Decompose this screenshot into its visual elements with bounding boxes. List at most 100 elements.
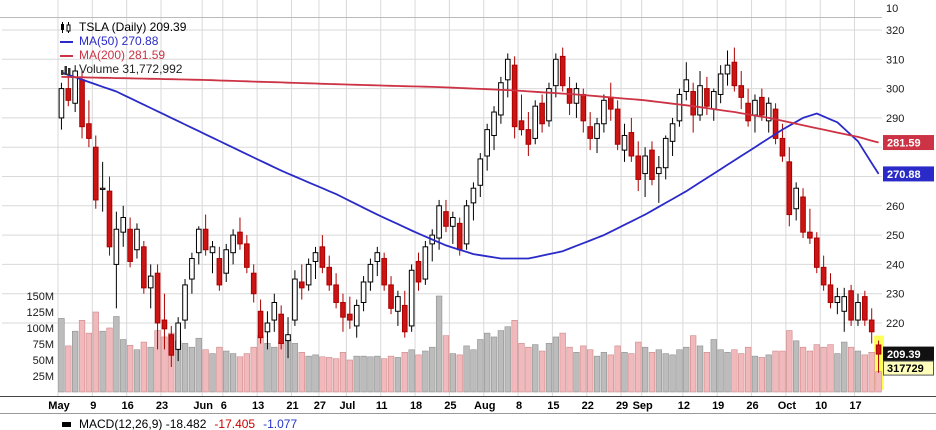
volume-bar	[738, 353, 745, 393]
volume-bar	[580, 345, 587, 393]
volume-bar	[236, 356, 244, 393]
x-axis-month-label: Jul	[339, 400, 355, 412]
price-tick-label: 220	[886, 318, 904, 330]
candle-body	[463, 205, 470, 245]
x-axis-week-label: 25	[444, 400, 456, 412]
candle-body	[772, 108, 779, 139]
volume-bar	[456, 354, 463, 393]
volume-bar	[834, 353, 841, 393]
x-axis-week-label: 21	[286, 400, 298, 412]
volume-bar	[422, 350, 429, 393]
volume-bar	[614, 345, 621, 393]
candle-body	[216, 258, 223, 286]
candle-body	[724, 64, 731, 75]
candle-body	[106, 190, 113, 248]
candle-body	[422, 246, 429, 280]
candle-body	[862, 296, 868, 321]
price-tick-label: 260	[886, 201, 904, 213]
candle-body	[168, 334, 175, 356]
volume-bar	[326, 357, 333, 393]
volume-bar	[223, 350, 230, 393]
candle-body	[401, 304, 408, 333]
legend-volume-label: Volume 31,772,992	[79, 62, 183, 76]
volume-bar	[772, 350, 779, 393]
candle-body	[141, 246, 147, 289]
candle-body	[745, 102, 751, 122]
candle-body	[182, 284, 188, 321]
volume-bar	[765, 354, 772, 393]
volume-bar	[463, 345, 470, 393]
volume-tick-label: 100M	[26, 323, 54, 335]
candle-body	[127, 228, 133, 262]
volume-bar	[140, 341, 147, 393]
volume-bar	[621, 352, 628, 393]
volume-bar	[243, 353, 250, 393]
volume-tick-label: 50M	[33, 355, 54, 367]
volume-bar	[717, 349, 724, 393]
volume-bar	[497, 330, 505, 393]
volume-bar	[655, 349, 662, 393]
volume-bar	[278, 341, 285, 393]
volume-bar	[690, 335, 697, 393]
volume-bar	[435, 295, 443, 393]
volume-bar	[696, 345, 704, 393]
x-axis-month-label: Oct	[778, 400, 797, 412]
candle-body	[264, 322, 271, 333]
volume-bar	[532, 344, 539, 393]
candle-body	[477, 158, 484, 186]
volume-bar	[298, 352, 305, 393]
volume-bar	[216, 346, 223, 393]
volume-bar	[799, 346, 807, 393]
candle-body	[408, 269, 415, 327]
candle-body	[209, 246, 216, 254]
volume-bar	[120, 339, 127, 393]
candle-body	[553, 58, 559, 87]
candle-body	[697, 85, 703, 116]
volume-bar	[751, 355, 759, 393]
volume-bar	[209, 353, 216, 393]
volume-bar	[195, 337, 202, 393]
volume-bar	[477, 339, 484, 393]
candle-body	[470, 187, 477, 204]
candle-body	[786, 161, 793, 216]
volume-bar	[92, 311, 99, 393]
x-axis-week-label: 10	[815, 400, 827, 412]
last-volume-box	[883, 360, 934, 376]
macd-main-label: MACD(12,26,9) -18.482	[79, 417, 207, 430]
candle-body	[450, 217, 456, 227]
volume-bar	[841, 341, 848, 393]
volume-bar	[779, 350, 786, 393]
price-tick-label: 230	[886, 289, 904, 301]
price-tick-label: 240	[886, 259, 904, 271]
candle-body	[676, 93, 683, 122]
candle-body	[587, 126, 593, 139]
volume-bar	[504, 326, 511, 393]
volume-bar	[662, 353, 669, 393]
volume-bar	[442, 335, 450, 393]
x-axis-week-label: 22	[582, 400, 594, 412]
chart-legend: TSLA (Daily) 209.39 MA(50) 270.88 MA(200…	[60, 21, 186, 76]
candle-body	[498, 82, 504, 116]
x-axis-week-label: 12	[678, 400, 690, 412]
volume-bar	[847, 346, 855, 393]
volume-bar	[806, 350, 814, 393]
last-volume-box-text: 317729	[887, 363, 924, 375]
volume-tick-label: 25M	[33, 371, 54, 383]
candle-body	[635, 155, 642, 180]
volume-bar	[538, 350, 546, 393]
candle-body	[230, 234, 236, 254]
macd-histogram-value: -1.077	[263, 417, 298, 430]
volume-tick-label: 125M	[26, 307, 54, 319]
candle-body	[340, 301, 346, 318]
legend-ma200-label: MA(200) 281.59	[79, 48, 166, 62]
candle-body	[820, 266, 827, 286]
volume-bar	[312, 354, 319, 393]
legend-symbol-row: TSLA (Daily) 209.39	[60, 21, 186, 34]
candle-body	[614, 108, 621, 145]
volume-bar	[484, 332, 491, 393]
candle-body	[855, 301, 861, 321]
x-axis-week-label: 29	[616, 400, 628, 412]
volume-tick-label: 75M	[33, 339, 54, 351]
candle-body	[621, 134, 628, 151]
